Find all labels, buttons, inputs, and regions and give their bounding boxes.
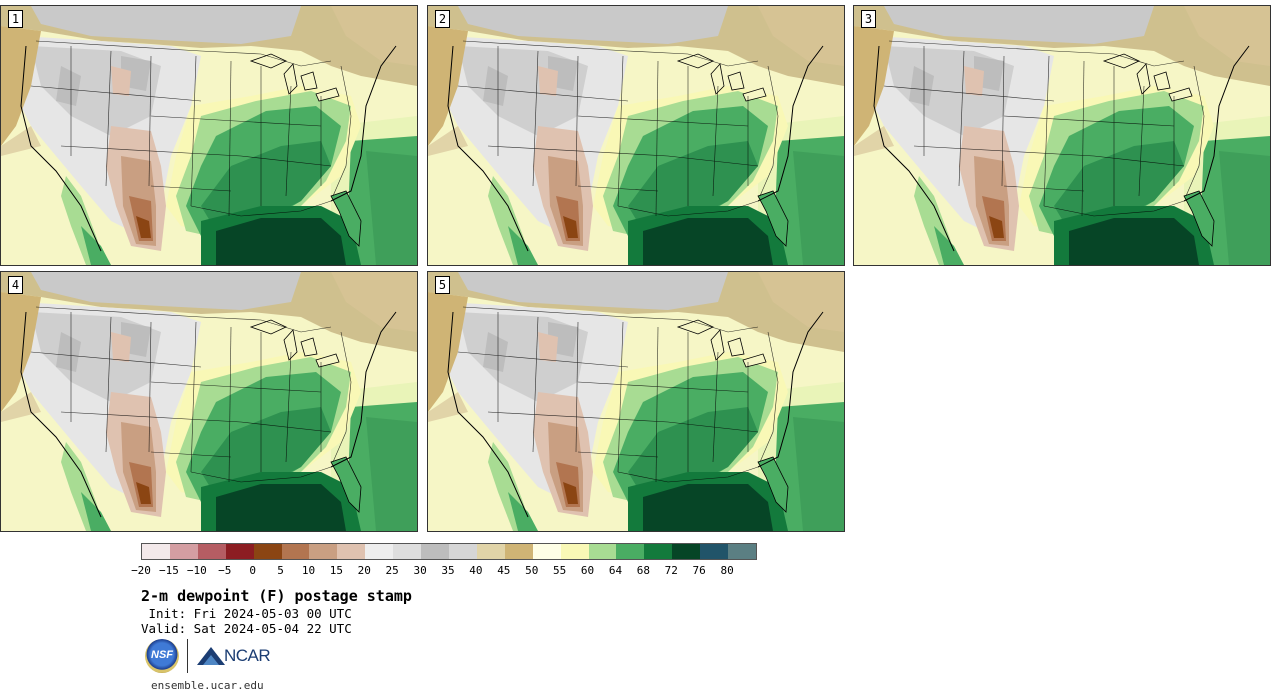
colorbar-swatch [197,544,226,559]
colorbar-swatch [532,544,561,559]
colorbar-swatch [588,544,617,559]
member-panel-2[interactable]: 2 [427,5,845,266]
website-link[interactable]: ensemble.ucar.edu [151,679,264,692]
colorbar-tick-label: 50 [525,564,539,577]
member-panel-3[interactable]: 3 [853,5,1271,266]
panel-number: 4 [8,276,23,294]
colorbar-tick-label: 64 [608,564,623,577]
colorbar-swatch [142,544,170,559]
panel-number: 5 [435,276,450,294]
colorbar-swatch [616,544,645,559]
colorbar-tick-label: 72 [664,564,678,577]
dewpoint-map [428,272,844,531]
colorbar-swatch [560,544,589,559]
colorbar-tick-label: 55 [553,564,567,577]
colorbar-tick-label: 60 [580,564,595,577]
colorbar-tick-label: 30 [413,564,427,577]
colorbar-swatch [281,544,310,559]
colorbar-tick-label: 25 [385,564,399,577]
nsf-logo-text: NSF [151,649,173,661]
figure-title: 2-m dewpoint (F) postage stamp [141,587,412,605]
colorbar [141,543,757,560]
valid-time: Valid: Sat 2024-05-04 22 UTC [141,621,352,636]
dewpoint-map [428,6,844,265]
colorbar-tick-label: 76 [692,564,706,577]
colorbar-tick-label: 10 [301,564,316,577]
init-time: Init: Fri 2024-05-03 00 UTC [141,606,352,621]
dewpoint-map [1,6,417,265]
colorbar-tick-label: 0 [249,564,256,577]
panel-number: 3 [861,10,876,28]
colorbar-swatch [225,544,254,559]
colorbar-tick-label: 5 [277,564,284,577]
member-panel-4[interactable]: 4 [0,271,418,532]
colorbar-tick-label: 40 [469,564,483,577]
colorbar-tick-label: 68 [636,564,650,577]
colorbar-swatch [728,544,756,559]
colorbar-swatch [169,544,198,559]
colorbar-swatch [309,544,338,559]
colorbar-tick-label: 15 [329,564,343,577]
panel-number: 2 [435,10,450,28]
colorbar-swatch [700,544,729,559]
colorbar-swatch [448,544,477,559]
dewpoint-map [1,272,417,531]
colorbar-swatch [337,544,366,559]
member-panel-5[interactable]: 5 [427,271,845,532]
colorbar-swatch [504,544,533,559]
colorbar-tick-label: 80 [720,564,734,577]
colorbar-tick-label: −10 [186,564,207,577]
colorbar-tick-label: 35 [441,564,455,577]
panel-number: 1 [8,10,23,28]
ncar-logo-text[interactable]: NCAR [224,646,271,665]
colorbar-swatch [393,544,422,559]
colorbar-tick-label: 20 [357,564,371,577]
nsf-logo[interactable]: NSF [145,639,179,673]
logo-divider [187,639,188,673]
colorbar-tick-label: −5 [218,564,232,577]
colorbar-swatch [253,544,282,559]
dewpoint-map [854,6,1270,265]
colorbar-swatch [476,544,505,559]
colorbar-tick-label: −15 [158,564,179,577]
colorbar-swatch [672,544,701,559]
colorbar-swatch [644,544,673,559]
colorbar-tick-label: −20 [131,564,151,577]
colorbar-swatch [365,544,394,559]
member-panel-1[interactable]: 1 [0,5,418,266]
ncar-logo-icon [197,647,225,665]
colorbar-tick-label: 45 [497,564,511,577]
colorbar-swatch [421,544,449,559]
